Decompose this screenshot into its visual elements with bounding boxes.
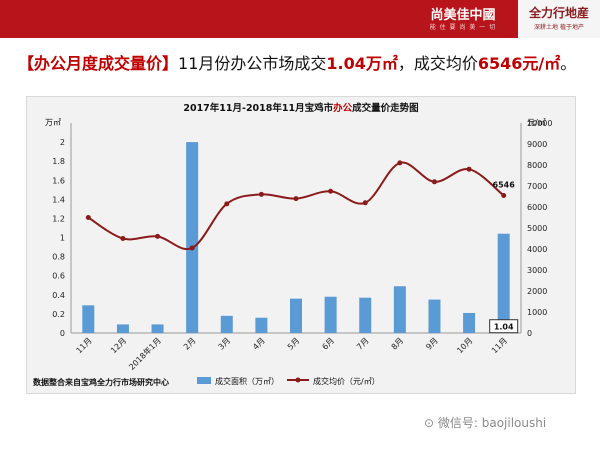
y-tick-right: 0 — [527, 329, 532, 338]
bar — [151, 324, 164, 333]
bar — [186, 142, 199, 333]
y-tick-left: 0.8 — [52, 253, 65, 262]
price-point — [362, 200, 368, 206]
wechat-id: ⊙ 微信号: baojiloushi — [424, 414, 546, 431]
price-point — [328, 188, 334, 194]
x-tick-label: 6月 — [320, 336, 336, 352]
price-point — [189, 245, 195, 251]
x-tick-label: 12月 — [109, 336, 128, 355]
y-tick-left: 1.4 — [52, 195, 65, 204]
price-line — [87, 161, 505, 251]
y-tick-left: 1.6 — [52, 176, 65, 185]
price-point — [397, 160, 403, 166]
y-tick-left: 2 — [60, 138, 65, 147]
y-tick-left: 1.8 — [52, 157, 65, 166]
y-tick-left: 0.2 — [52, 310, 65, 319]
price-point — [155, 233, 161, 239]
x-tick-label: 7月 — [355, 336, 371, 352]
brand-slogan: 能 住 要 尚 美 一 切 — [429, 24, 497, 31]
headline: 【办公月度成交量价】11月份办公市场成交1.04万㎡，成交均价6546元/㎡。 — [18, 50, 598, 74]
headline-price: 6546元/㎡ — [477, 54, 561, 73]
y-tick-left: 0.4 — [52, 291, 65, 300]
y-tick-right: 9000 — [527, 140, 547, 149]
partner-slogan: 深耕土地 植于地产 — [534, 24, 584, 31]
price-data-label: 6546 — [493, 181, 516, 190]
x-tick-label: 11月 — [74, 336, 93, 355]
bar — [428, 299, 441, 333]
source-note: 数据整合来自宝鸡全力行市场研究中心 — [33, 377, 169, 387]
y-tick-right: 8000 — [527, 161, 547, 170]
bar — [359, 297, 372, 333]
y-tick-left: 1 — [60, 234, 65, 243]
price-point — [258, 191, 264, 197]
price-point — [293, 196, 299, 202]
x-tick-label: 2月 — [182, 336, 198, 352]
x-tick-label: 4月 — [251, 336, 267, 352]
x-tick-label: 10月 — [455, 336, 474, 355]
headline-text-2: ，成交均价 — [397, 54, 478, 73]
price-point — [224, 201, 230, 207]
chart-title-part: 2017年11月-2018年11月宝鸡市 — [183, 102, 333, 114]
legend-line-label: 成交均价（元/㎡） — [313, 376, 380, 386]
price-point — [431, 179, 437, 185]
x-tick-label: 11月 — [490, 336, 509, 355]
y-tick-left: 0.6 — [52, 272, 65, 281]
headline-tag: 【办公月度成交量价】 — [18, 54, 179, 73]
wechat-text: 微信号: baojiloushi — [437, 416, 547, 430]
y-tick-right: 4000 — [527, 245, 547, 254]
bar — [255, 317, 268, 333]
bar — [393, 286, 406, 333]
headline-text-1: 11月份办公市场成交 — [178, 54, 327, 73]
bar — [290, 298, 302, 333]
partner-logo: 全力行地産 深耕土地 植于地产 — [518, 0, 600, 38]
y-tick-right: 7000 — [527, 182, 547, 191]
y-axis-left-label: 万㎡ — [45, 118, 61, 127]
bar — [497, 233, 510, 333]
legend-bar-label: 成交面积（万㎡） — [215, 376, 279, 386]
chart-title: 2017年11月-2018年11月宝鸡市办公成交量价走势图 — [183, 102, 418, 114]
legend-bar-swatch — [197, 377, 211, 384]
x-tick-label: 8月 — [390, 336, 406, 352]
y-tick-right: 2000 — [527, 287, 547, 296]
x-tick-label: 2018年1月 — [127, 335, 163, 371]
headline-volume: 1.04万㎡ — [326, 54, 398, 73]
bar — [220, 315, 233, 333]
headline-text-3: 。 — [560, 54, 577, 73]
price-point — [120, 236, 126, 241]
y-axis-right-label: 元/㎡ — [527, 118, 546, 127]
legend-line-marker — [295, 377, 301, 383]
y-tick-left: 0 — [60, 329, 65, 338]
bar — [116, 324, 129, 333]
top-banner: 尚美佳中國 能 住 要 尚 美 一 切 全力行地産 深耕土地 植于地产 — [0, 0, 600, 38]
y-tick-right: 6000 — [527, 203, 547, 212]
price-point — [85, 215, 91, 220]
bar-data-label-box — [489, 319, 519, 334]
y-tick-right: 10000 — [527, 119, 552, 128]
bar — [324, 296, 337, 333]
bar — [82, 305, 95, 333]
bar — [463, 312, 476, 333]
wechat-icon: ⊙ — [424, 416, 438, 430]
price-point — [501, 193, 507, 199]
partner-name: 全力行地産 — [528, 6, 589, 20]
y-tick-right: 1000 — [527, 308, 547, 317]
chart-title-part: 成交量价走势图 — [352, 102, 419, 114]
y-tick-right: 3000 — [527, 266, 547, 275]
x-tick-label: 9月 — [424, 336, 440, 352]
chart-title-part: 办公 — [333, 102, 353, 114]
chart-panel: 2017年11月-2018年11月宝鸡市办公成交量价走势图万㎡ 元/㎡ 0 0.2 0.… — [26, 96, 576, 394]
brand-name: 尚美佳中國 — [430, 8, 496, 23]
x-tick-label: 3月 — [217, 336, 233, 352]
bar-data-label: 1.04 — [494, 323, 514, 332]
y-tick-right: 5000 — [527, 224, 547, 233]
x-tick-label: 5月 — [286, 336, 302, 352]
y-tick-left: 1.2 — [52, 214, 65, 223]
price-point — [466, 166, 472, 172]
